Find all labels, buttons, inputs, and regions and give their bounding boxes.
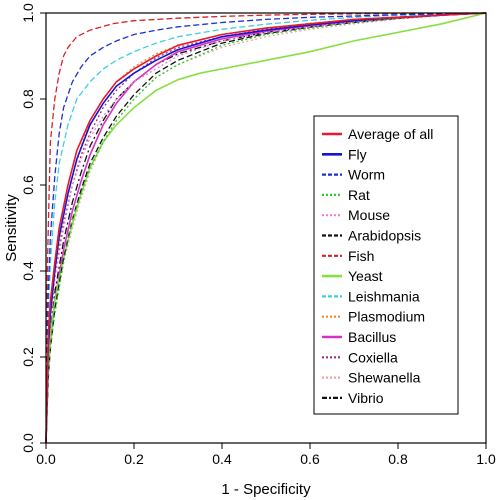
y-tick-label: 0.2 [20,347,36,367]
x-tick-label: 0.0 [36,451,56,467]
plot-frame [45,12,487,444]
legend-label-leishmania: Leishmania [348,288,420,304]
series-line-yeast [45,12,487,444]
series-line-arabidopsis [45,12,487,444]
legend-label-arabidopsis: Arabidopsis [348,228,421,244]
x-axis-ticks: 0.0 0.2 0.4 0.6 0.8 1.0 [36,443,496,467]
series-line-mouse [45,12,487,444]
legend-label-bacillus: Bacillus [348,329,396,345]
y-axis-label: Sensitivity [3,194,20,262]
legend-label-yeast: Yeast [348,268,383,284]
legend: Average of all Fly Worm Rat Mouse Arabidopsis… [313,115,459,415]
series-line-fish [45,12,487,444]
series-line-worm [45,12,487,444]
legend-label-plasmodium: Plasmodium [348,309,425,325]
legend-label-fish: Fish [348,248,374,264]
y-axis-ticks: 0.0 0.2 0.4 0.6 0.8 1.0 [20,3,46,453]
series-line-average-of-all [45,12,487,444]
legend-box [313,115,459,415]
legend-label-worm: Worm [348,167,385,183]
x-tick-label: 0.8 [388,451,408,467]
legend-label-coxiella: Coxiella [348,349,398,365]
y-tick-label: 0.6 [20,175,36,195]
legend-label-vibrio: Vibrio [348,390,384,406]
legend-label-average-of-all: Average of all [348,126,433,142]
x-tick-label: 0.4 [212,451,232,467]
series-line-rat [45,12,487,444]
x-tick-label: 0.2 [124,451,144,467]
series-line-fly [45,12,487,444]
x-tick-label: 1.0 [476,451,496,467]
y-tick-label: 0.8 [20,89,36,109]
y-tick-label: 0.0 [20,433,36,453]
legend-label-rat: Rat [348,187,370,203]
series-curves [45,12,487,444]
legend-label-fly: Fly [348,146,367,162]
legend-label-shewanella: Shewanella [348,370,421,386]
legend-label-mouse: Mouse [348,207,390,223]
x-axis-label: 1 - Specificity [221,481,311,498]
x-tick-label: 0.6 [300,451,320,467]
y-tick-label: 0.4 [20,261,36,281]
y-tick-label: 1.0 [20,3,36,23]
